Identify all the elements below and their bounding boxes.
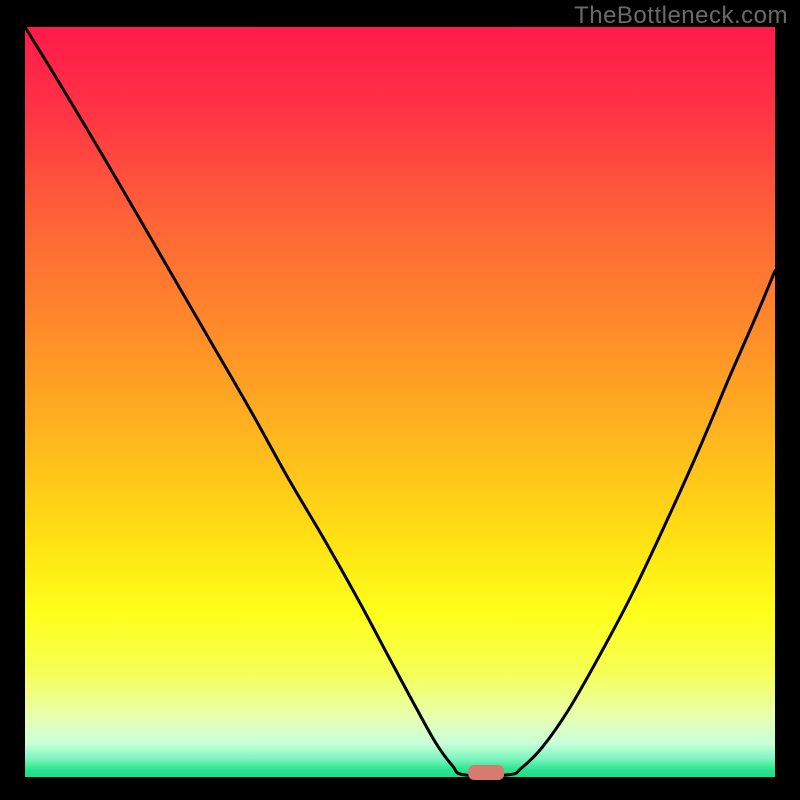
- optimal-point-marker: [468, 765, 504, 780]
- bottleneck-chart: [0, 0, 800, 800]
- heat-gradient-area: [25, 27, 775, 777]
- watermark-text: TheBottleneck.com: [574, 2, 788, 30]
- chart-container: TheBottleneck.com: [0, 0, 800, 800]
